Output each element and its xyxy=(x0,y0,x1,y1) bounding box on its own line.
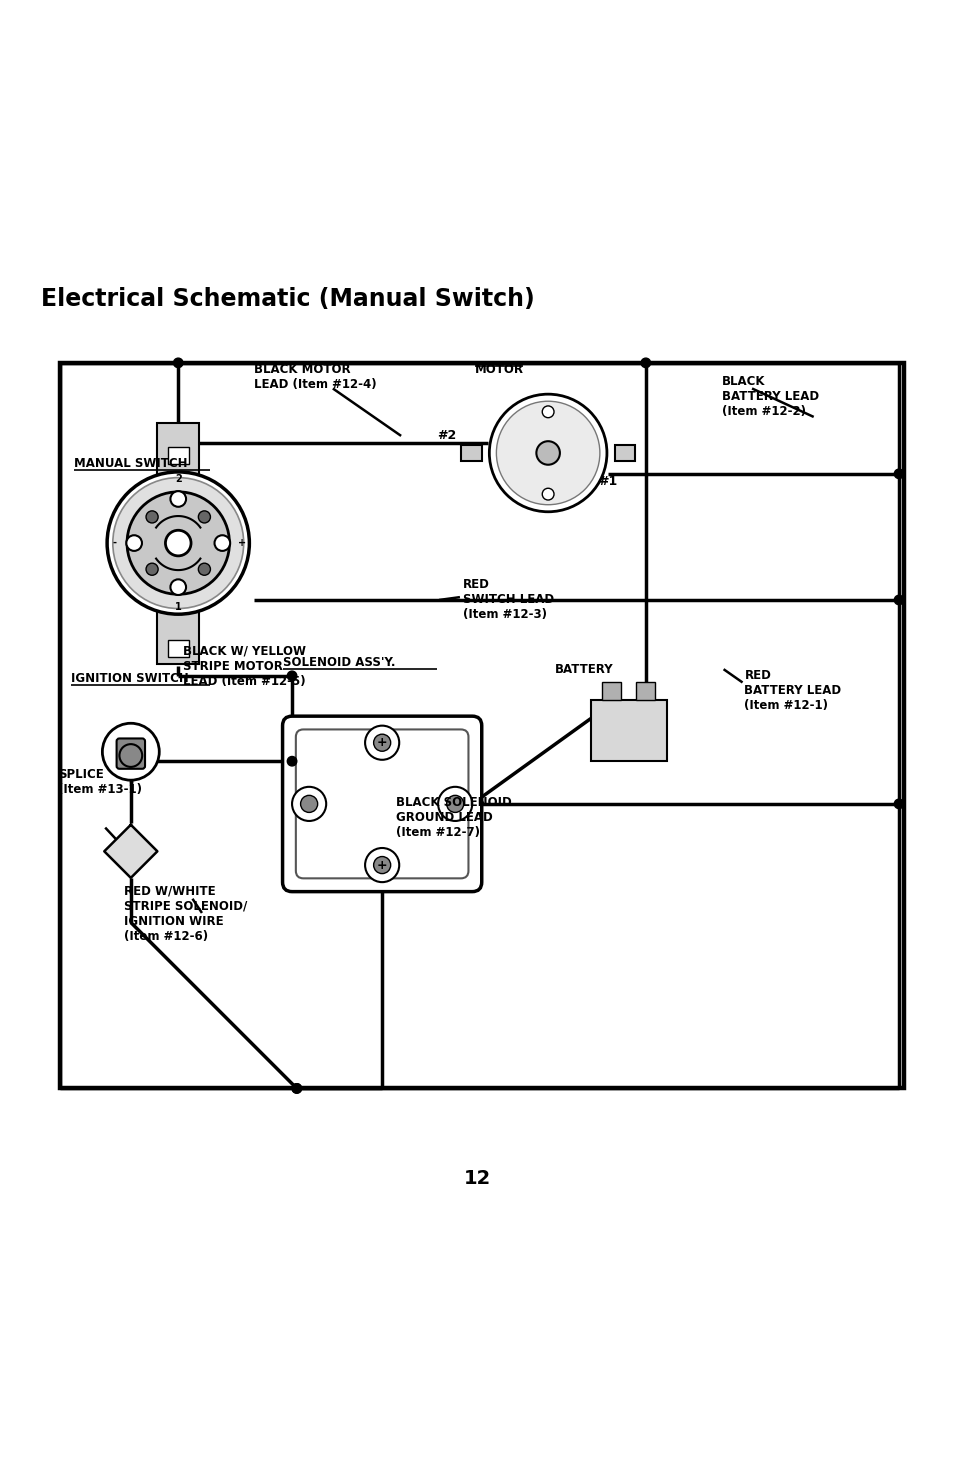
Text: IGNITION SWITCH: IGNITION SWITCH xyxy=(71,673,189,686)
Text: SOLENOID ASS'Y.: SOLENOID ASS'Y. xyxy=(282,656,395,670)
Circle shape xyxy=(292,1084,301,1093)
Circle shape xyxy=(146,563,158,575)
Text: BLACK MOTOR
LEAD (Item #12-4): BLACK MOTOR LEAD (Item #12-4) xyxy=(253,363,376,391)
Circle shape xyxy=(126,535,142,550)
Text: +: + xyxy=(376,858,387,872)
FancyBboxPatch shape xyxy=(282,717,481,891)
Circle shape xyxy=(541,488,554,500)
Text: MANUAL SWITCH: MANUAL SWITCH xyxy=(73,457,187,471)
Circle shape xyxy=(198,563,211,575)
Circle shape xyxy=(536,441,559,465)
Text: -: - xyxy=(112,538,116,549)
Circle shape xyxy=(292,1084,301,1093)
Circle shape xyxy=(214,535,230,550)
Circle shape xyxy=(165,531,191,556)
Circle shape xyxy=(541,406,554,417)
Text: Electrical Schematic (Manual Switch): Electrical Schematic (Manual Switch) xyxy=(41,288,534,311)
Circle shape xyxy=(437,786,472,822)
Text: BLACK SOLENOID
GROUND LEAD
(Item #12-7): BLACK SOLENOID GROUND LEAD (Item #12-7) xyxy=(395,796,512,839)
Bar xyxy=(636,683,655,699)
Circle shape xyxy=(171,580,186,594)
Bar xyxy=(614,445,635,460)
FancyBboxPatch shape xyxy=(116,739,145,768)
Circle shape xyxy=(292,786,326,822)
Text: #2: #2 xyxy=(436,429,456,442)
Bar xyxy=(168,447,189,465)
Circle shape xyxy=(893,799,902,808)
Text: SPLICE
(Item #13-1): SPLICE (Item #13-1) xyxy=(58,768,142,796)
Circle shape xyxy=(446,795,463,813)
Text: #1: #1 xyxy=(598,475,617,488)
Bar xyxy=(157,423,199,481)
Circle shape xyxy=(171,491,186,507)
Circle shape xyxy=(127,491,230,594)
Circle shape xyxy=(102,723,159,780)
Text: RED W/WHITE
STRIPE SOLENOID/
IGNITION WIRE
(Item #12-6): RED W/WHITE STRIPE SOLENOID/ IGNITION WI… xyxy=(124,885,247,943)
Circle shape xyxy=(173,358,183,367)
Text: 2: 2 xyxy=(174,473,181,484)
Circle shape xyxy=(489,394,606,512)
Circle shape xyxy=(146,510,158,524)
Text: +: + xyxy=(376,736,387,749)
Circle shape xyxy=(300,795,317,813)
Circle shape xyxy=(374,735,391,751)
Circle shape xyxy=(893,469,902,478)
Circle shape xyxy=(287,671,296,680)
Circle shape xyxy=(112,478,243,609)
Circle shape xyxy=(365,726,398,760)
Bar xyxy=(60,363,902,1089)
Circle shape xyxy=(198,510,211,524)
Text: 1: 1 xyxy=(174,602,181,612)
Circle shape xyxy=(287,757,296,766)
Text: MOTOR: MOTOR xyxy=(475,363,523,376)
Text: BLACK
BATTERY LEAD
(Item #12-2): BLACK BATTERY LEAD (Item #12-2) xyxy=(720,375,818,419)
Polygon shape xyxy=(104,825,157,878)
Circle shape xyxy=(893,596,902,605)
Text: BATTERY: BATTERY xyxy=(555,662,613,676)
Circle shape xyxy=(107,472,249,614)
Text: 12: 12 xyxy=(463,1170,490,1187)
Bar xyxy=(168,640,189,656)
Bar xyxy=(601,683,620,699)
Text: BLACK W/ YELLOW
STRIPE MOTOR
LEAD (Item #12-5): BLACK W/ YELLOW STRIPE MOTOR LEAD (Item … xyxy=(183,645,306,687)
Bar xyxy=(460,445,481,460)
Bar xyxy=(157,605,199,664)
Text: RED
BATTERY LEAD
(Item #12-1): RED BATTERY LEAD (Item #12-1) xyxy=(743,670,841,712)
Text: +: + xyxy=(238,538,246,549)
Circle shape xyxy=(640,358,650,367)
Bar xyxy=(590,699,666,761)
Circle shape xyxy=(119,745,142,767)
Circle shape xyxy=(496,401,599,504)
Circle shape xyxy=(374,857,391,873)
Circle shape xyxy=(365,848,398,882)
Text: RED
SWITCH LEAD
(Item #12-3): RED SWITCH LEAD (Item #12-3) xyxy=(462,578,554,621)
